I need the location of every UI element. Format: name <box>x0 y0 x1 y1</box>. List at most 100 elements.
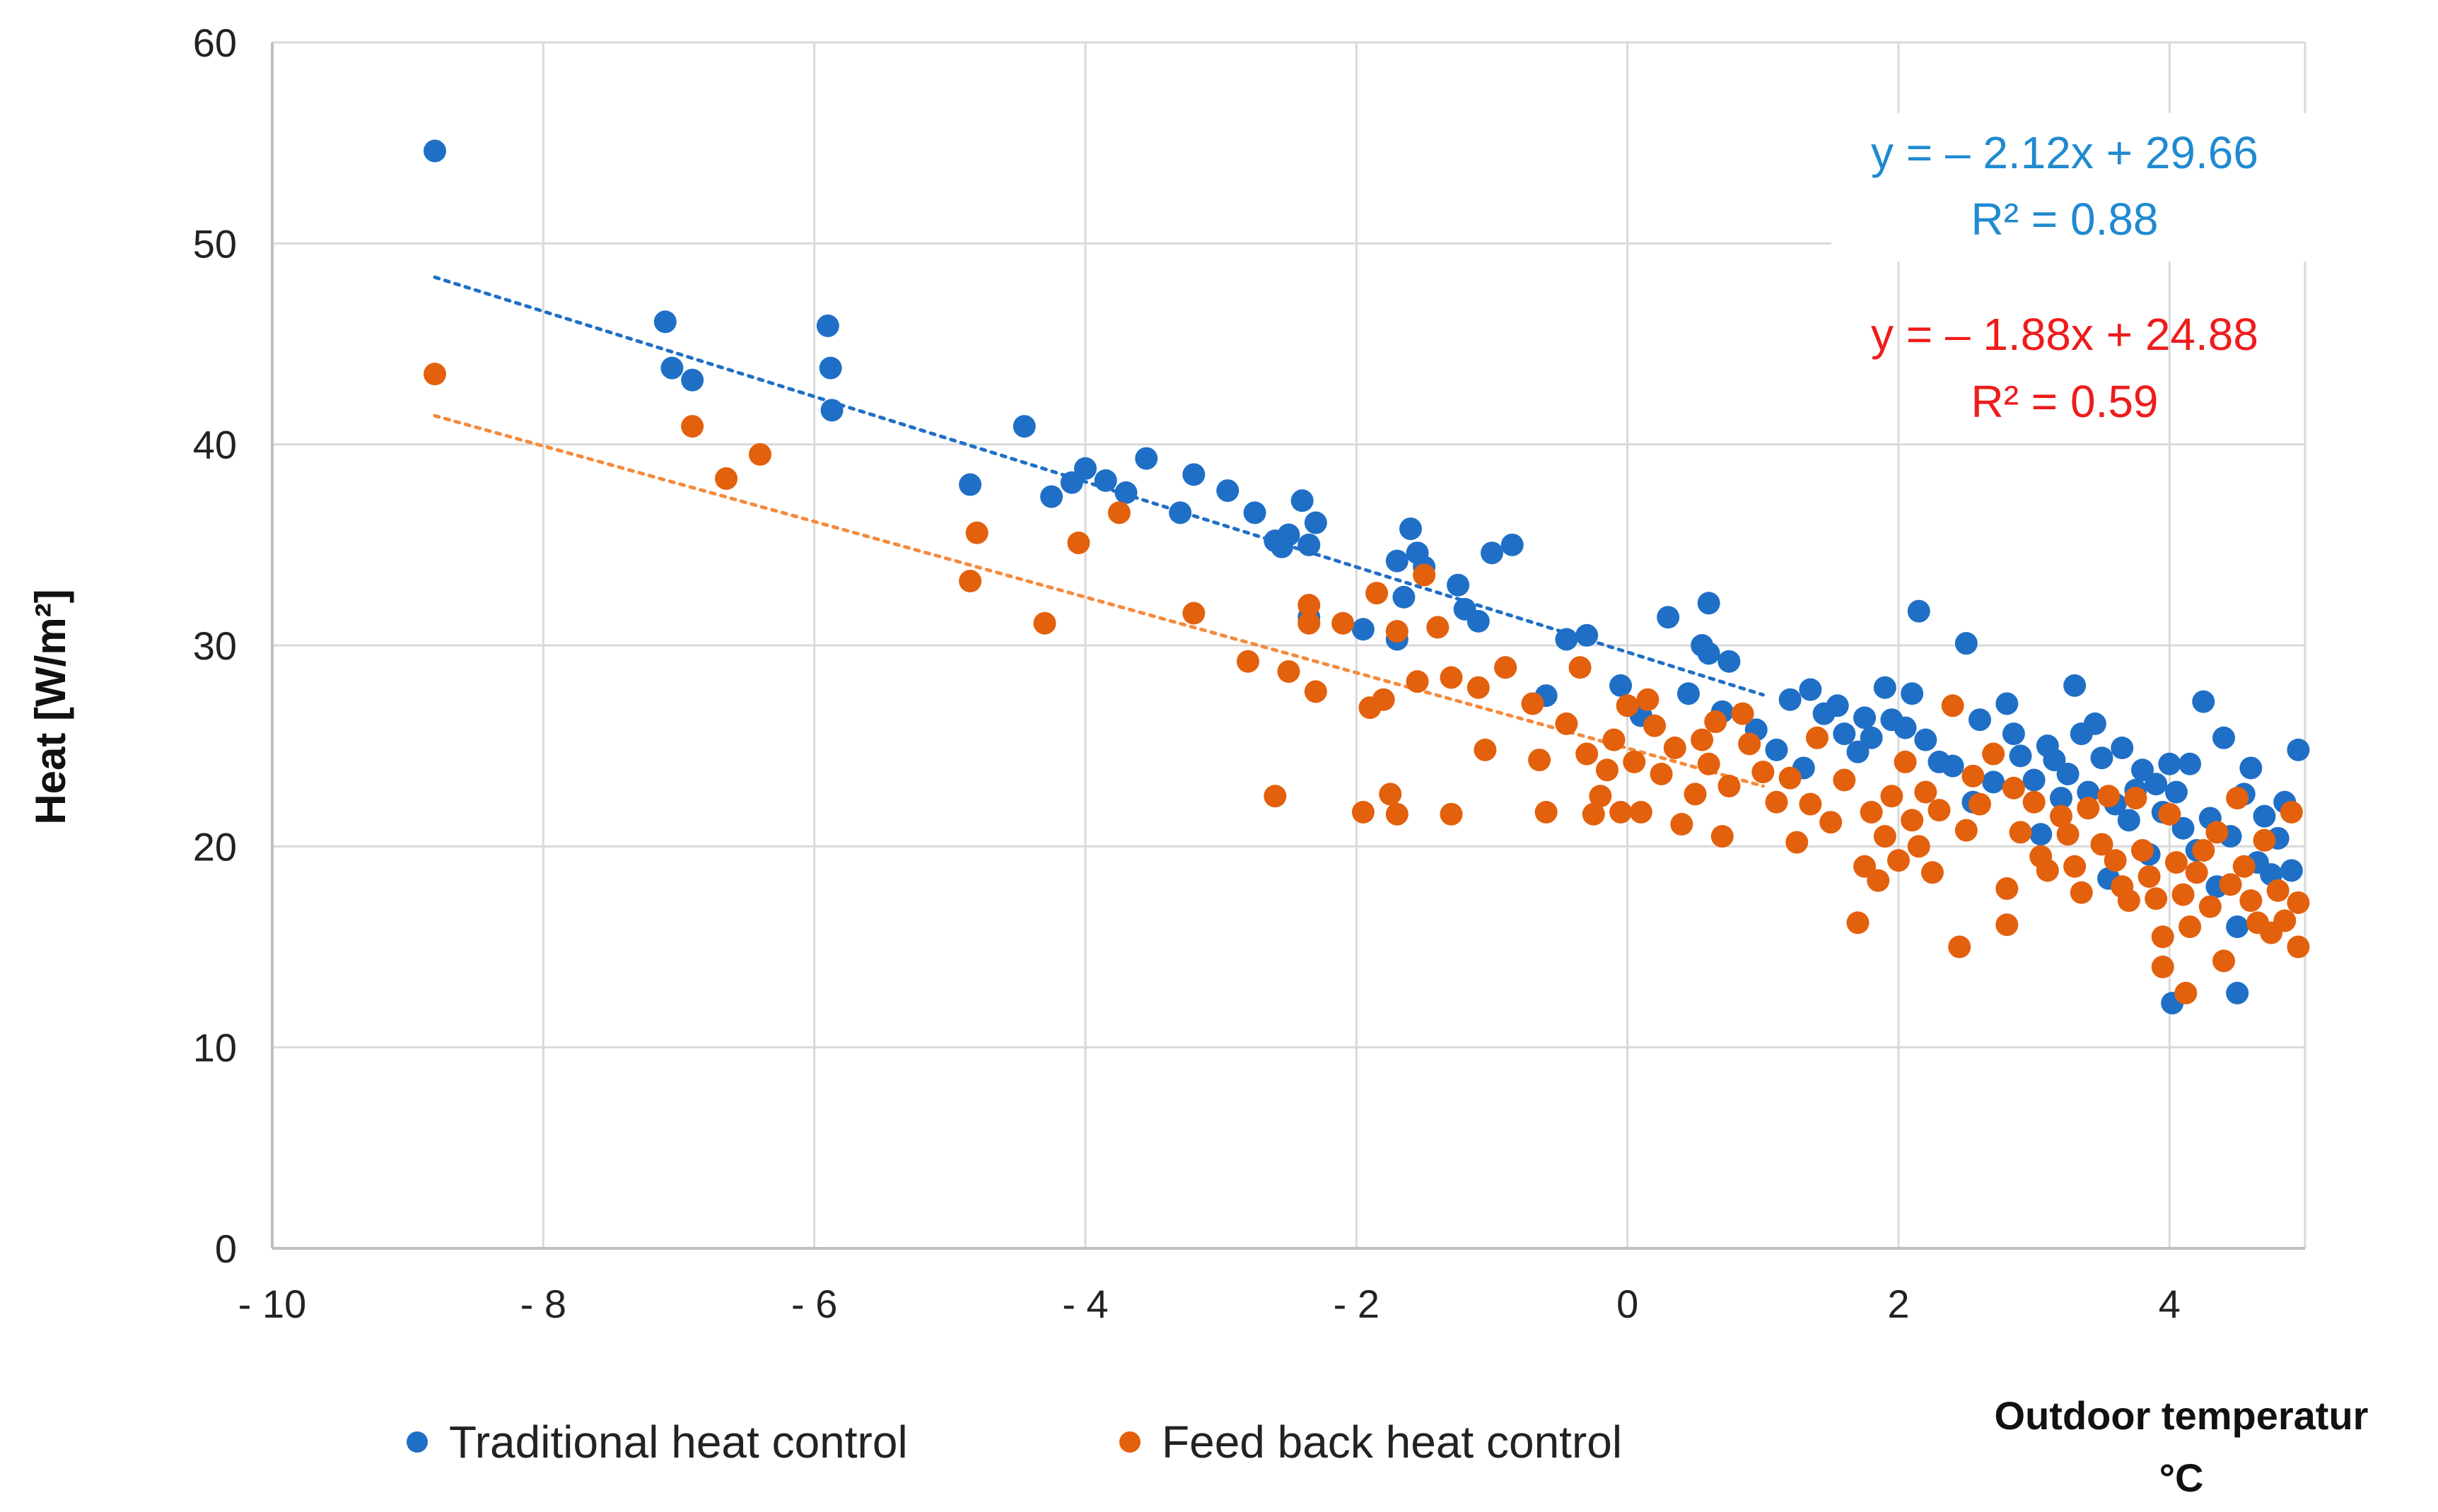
point-feedback <box>1961 764 1985 787</box>
point-feedback <box>1575 742 1599 766</box>
x-tick-label: - 2 <box>1334 1282 1380 1326</box>
point-traditional <box>2056 762 2080 785</box>
point-feedback <box>2022 790 2046 814</box>
point-feedback <box>1785 831 1809 854</box>
y-axis-label: Heat [W/m²] <box>27 589 74 824</box>
x-tick-label: 4 <box>2159 1282 2181 1326</box>
x-tick-label: - 10 <box>238 1282 307 1326</box>
point-feedback <box>1650 762 1673 785</box>
y-tick-label: 50 <box>193 221 237 266</box>
point-feedback <box>1521 692 1544 715</box>
point-feedback <box>1033 611 1056 635</box>
x-tick-label: 0 <box>1616 1282 1638 1326</box>
point-feedback <box>2280 800 2303 824</box>
point-traditional <box>1243 501 1266 524</box>
point-traditional <box>2179 752 2202 775</box>
point-feedback <box>2158 802 2181 826</box>
axes <box>271 42 2305 1250</box>
point-feedback <box>1738 732 1761 756</box>
point-feedback <box>2002 776 2025 799</box>
point-feedback <box>1941 694 1964 717</box>
point-feedback <box>1717 775 1741 798</box>
point-traditional <box>816 314 839 337</box>
point-traditional <box>1873 676 1896 699</box>
point-feedback <box>2036 859 2059 882</box>
point-feedback <box>715 467 738 491</box>
point-traditional <box>1609 674 1633 697</box>
point-feedback <box>2198 895 2222 918</box>
point-feedback <box>1629 800 1652 824</box>
point-feedback <box>1663 737 1686 760</box>
point-feedback <box>1853 855 1877 878</box>
point-traditional <box>2280 859 2303 882</box>
point-feedback <box>1920 861 1944 884</box>
y-tick-label: 20 <box>193 824 237 869</box>
point-traditional <box>819 356 842 380</box>
point-traditional <box>1399 517 1422 541</box>
x-tick-label: 2 <box>1887 1282 1909 1326</box>
point-traditional <box>1575 623 1599 647</box>
point-feedback <box>2226 787 2249 810</box>
point-feedback <box>1969 792 1991 816</box>
y-tick-label: 30 <box>193 623 237 668</box>
point-feedback <box>1385 620 1408 643</box>
x-axis-label-line2: °C <box>2159 1455 2204 1500</box>
point-feedback <box>2232 855 2256 878</box>
point-traditional <box>1290 489 1314 512</box>
point-traditional <box>1013 415 1036 438</box>
point-traditional <box>2050 787 2072 810</box>
point-feedback <box>1643 714 1666 737</box>
point-feedback <box>1846 911 1870 934</box>
point-feedback <box>2050 804 2072 828</box>
equation-box-background <box>1831 113 2340 262</box>
point-traditional <box>1094 469 1117 492</box>
point-traditional <box>2226 981 2249 1004</box>
legend-marker-feedback <box>1119 1431 1141 1453</box>
point-traditional <box>1481 541 1503 565</box>
legend-label-traditional: Traditional heat control <box>449 1417 908 1467</box>
point-traditional <box>1466 609 1490 633</box>
point-traditional <box>1907 599 1930 623</box>
point-feedback <box>1995 913 2019 937</box>
point-feedback <box>2131 839 2154 862</box>
point-feedback <box>959 570 982 593</box>
point-feedback <box>1568 656 1592 679</box>
point-traditional <box>2164 780 2188 804</box>
point-feedback <box>1907 835 1930 858</box>
point-feedback <box>2151 925 2174 949</box>
point-feedback <box>2205 821 2229 844</box>
point-feedback <box>1602 728 1626 751</box>
point-feedback <box>1372 688 1395 711</box>
point-traditional <box>1135 447 1158 470</box>
point-traditional <box>2158 752 2181 775</box>
point-feedback <box>2145 887 2168 910</box>
point-traditional <box>2117 809 2140 832</box>
point-traditional <box>1799 678 1822 701</box>
point-feedback <box>1107 501 1131 524</box>
point-traditional <box>1676 682 1700 705</box>
point-feedback <box>2239 889 2263 913</box>
r2-traditional: R² = 0.88 <box>1971 194 2158 245</box>
point-traditional <box>1894 716 1917 739</box>
point-feedback <box>1534 800 1558 824</box>
point-feedback <box>1609 800 1633 824</box>
point-feedback <box>1466 676 1490 699</box>
point-feedback <box>1704 710 1727 734</box>
point-feedback <box>749 443 771 466</box>
point-feedback <box>2219 873 2242 896</box>
point-feedback <box>2171 883 2195 906</box>
point-feedback <box>1927 799 1951 822</box>
point-feedback <box>2273 909 2297 932</box>
grid-lines <box>272 41 2306 1248</box>
point-feedback <box>1778 766 1802 790</box>
trendline-feedback <box>433 414 1765 788</box>
point-feedback <box>424 363 446 386</box>
point-traditional <box>1846 740 1870 763</box>
point-feedback <box>1616 694 1639 717</box>
point-feedback <box>2117 889 2140 913</box>
point-feedback <box>1691 728 1714 751</box>
point-traditional <box>2192 690 2215 713</box>
point-traditional <box>1826 694 1849 717</box>
point-traditional <box>1969 708 1991 732</box>
point-feedback <box>1379 783 1402 806</box>
